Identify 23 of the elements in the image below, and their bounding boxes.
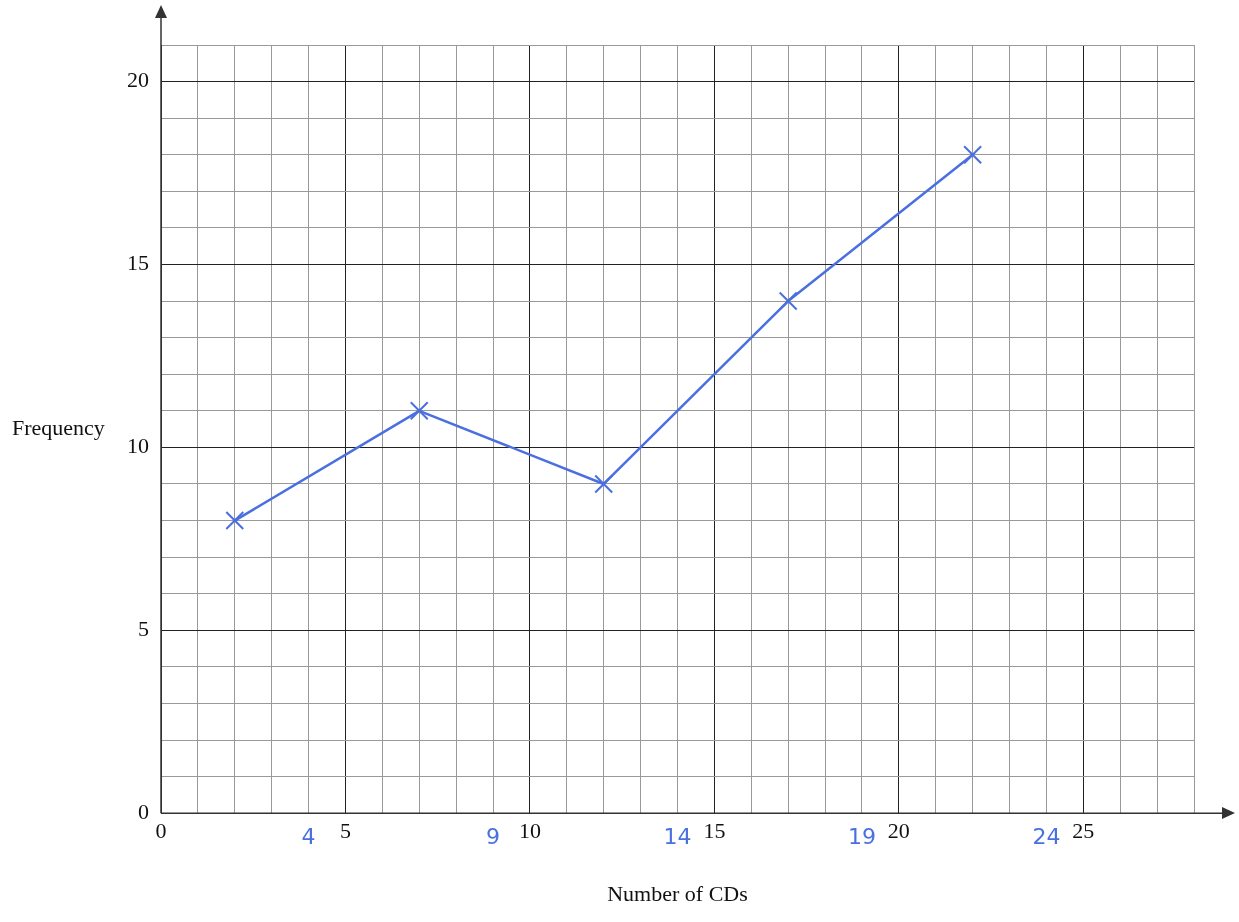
x-axis-title: Number of CDs bbox=[607, 880, 748, 906]
x-tick-label: 10 bbox=[518, 818, 541, 844]
y-tick-label: 15 bbox=[127, 250, 149, 276]
point bbox=[963, 145, 983, 165]
text: 14 bbox=[663, 823, 692, 849]
text: 9 bbox=[486, 823, 501, 849]
point bbox=[594, 474, 614, 494]
point bbox=[409, 401, 429, 421]
x-tick-label: 0 bbox=[155, 818, 167, 844]
y-axis-title: Frequency bbox=[12, 414, 105, 440]
y-tick-label: 20 bbox=[127, 67, 149, 93]
text: 24 bbox=[1032, 823, 1061, 849]
point bbox=[225, 511, 245, 531]
x-tick-label: 20 bbox=[887, 818, 910, 844]
y-tick-label: 0 bbox=[138, 798, 149, 824]
x-tick-label: 25 bbox=[1072, 818, 1095, 844]
x-tick-label: 15 bbox=[703, 818, 726, 844]
text: 19 bbox=[847, 823, 876, 849]
y-tick-label: 10 bbox=[127, 433, 149, 459]
text: 4 bbox=[301, 823, 316, 849]
point bbox=[778, 291, 798, 311]
y-tick-label: 5 bbox=[138, 616, 149, 642]
x-tick-label: 5 bbox=[339, 818, 351, 844]
